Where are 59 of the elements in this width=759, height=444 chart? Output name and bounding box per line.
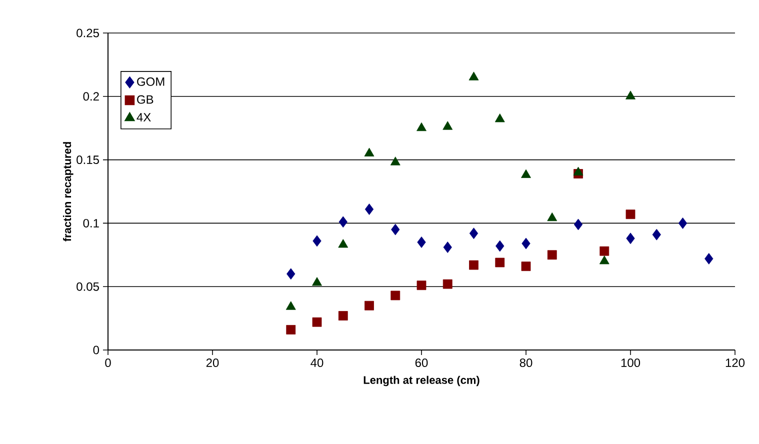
- point: [495, 258, 505, 268]
- point: [312, 277, 322, 286]
- point: [573, 166, 584, 176]
- x-tick-label: 40: [310, 358, 324, 368]
- point: [547, 212, 558, 222]
- point: [652, 228, 661, 240]
- point: [338, 239, 348, 248]
- x-tick-label: 0: [105, 358, 111, 368]
- y-tick-label: 0.15: [76, 156, 99, 164]
- point: [390, 156, 400, 166]
- point: [494, 114, 505, 122]
- y-tick-label: 0.1: [83, 218, 99, 228]
- legend-label: 4X: [136, 113, 151, 122]
- point: [364, 204, 374, 215]
- point: [417, 236, 426, 248]
- point: [468, 72, 479, 80]
- point: [600, 246, 610, 256]
- point: [626, 232, 635, 244]
- point: [286, 268, 296, 280]
- y-tick-label: 0.2: [83, 92, 99, 101]
- point: [416, 280, 426, 290]
- point: [521, 169, 531, 178]
- point: [626, 90, 636, 100]
- point: [390, 290, 400, 300]
- y-tick-label: 0.25: [76, 28, 99, 38]
- point: [364, 300, 374, 310]
- point: [391, 224, 400, 236]
- point: [364, 148, 374, 156]
- point: [312, 235, 322, 247]
- x-tick-label: 100: [621, 358, 640, 368]
- y-axis-title: fraction recaptured: [63, 142, 74, 242]
- y-tick-label: 0: [93, 346, 100, 354]
- x-tick-label: 120: [726, 358, 745, 368]
- point: [522, 238, 530, 250]
- point: [547, 250, 557, 260]
- point: [312, 317, 322, 327]
- x-axis-title: Length at release (cm): [364, 376, 480, 386]
- point: [521, 262, 531, 272]
- point: [443, 242, 452, 253]
- point: [626, 210, 636, 220]
- point: [469, 228, 478, 240]
- legend-label: GB: [137, 95, 154, 104]
- point: [574, 218, 583, 230]
- x-tick-label: 20: [206, 358, 219, 368]
- point: [442, 279, 452, 289]
- x-tick-label: 60: [415, 358, 428, 368]
- point: [496, 240, 504, 252]
- point: [599, 256, 610, 264]
- point: [442, 121, 453, 130]
- point: [338, 216, 348, 228]
- x-tick-label: 80: [520, 358, 532, 368]
- point: [678, 218, 688, 229]
- point: [416, 122, 426, 132]
- legend-label: GOM: [137, 77, 164, 86]
- point: [338, 311, 348, 320]
- point: [469, 260, 478, 270]
- y-tick-label: 0.05: [76, 282, 99, 291]
- point: [704, 253, 714, 264]
- point: [286, 325, 296, 334]
